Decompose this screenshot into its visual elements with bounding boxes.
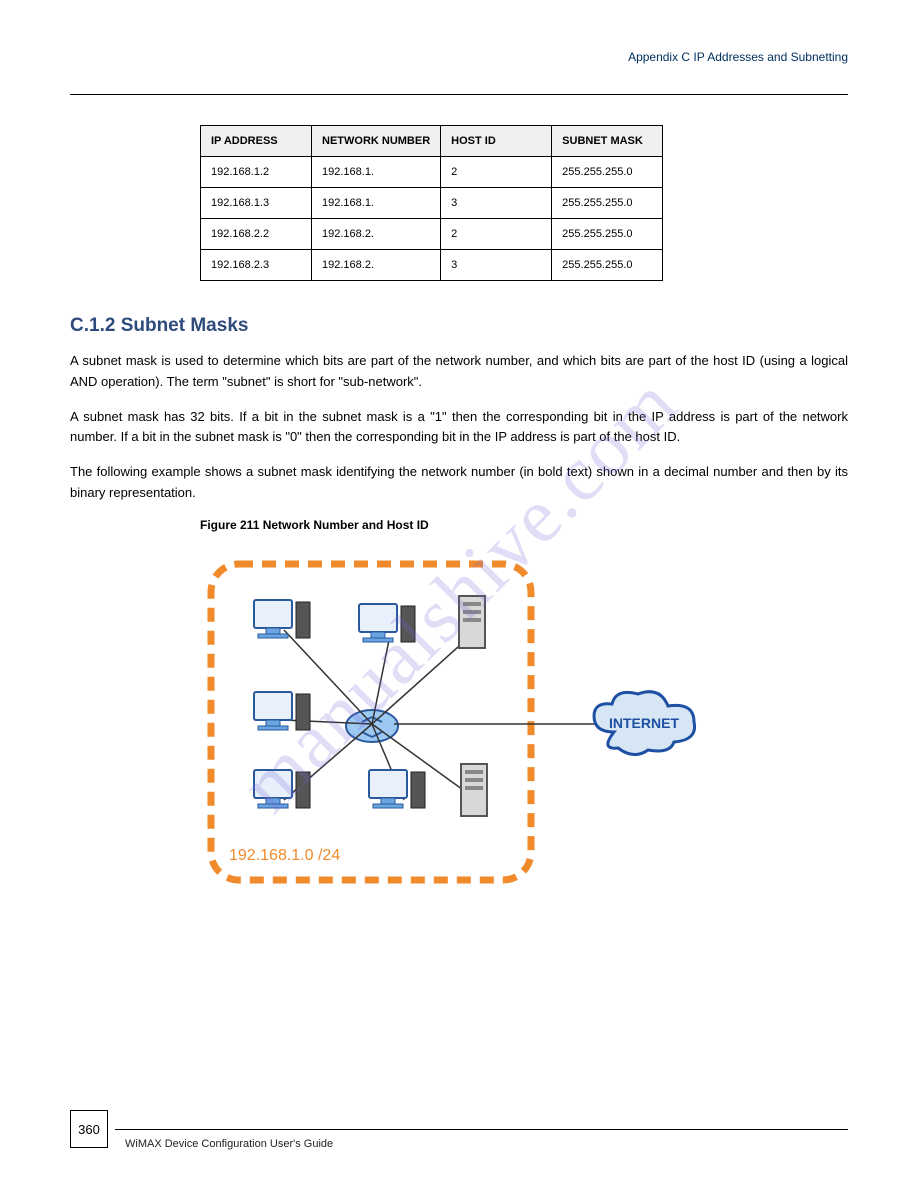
server-icon bbox=[459, 596, 485, 648]
cell: 2 bbox=[441, 219, 552, 250]
figure-caption: Figure 211 Network Number and Host ID bbox=[200, 518, 848, 532]
cell: 3 bbox=[441, 250, 552, 281]
cell: 3 bbox=[441, 188, 552, 219]
cell: 192.168.1.2 bbox=[201, 157, 312, 188]
computer-icon bbox=[254, 600, 310, 638]
cell: 192.168.1. bbox=[312, 188, 441, 219]
server-icon bbox=[461, 764, 487, 816]
computer-icon bbox=[369, 770, 425, 808]
cell: 192.168.2.3 bbox=[201, 250, 312, 281]
subnet-label: 192.168.1.0 /24 bbox=[229, 847, 340, 864]
page-header: Appendix C IP Addresses and Subnetting bbox=[70, 50, 848, 64]
table-row: 192.168.1.3 192.168.1. 3 255.255.255.0 bbox=[201, 188, 663, 219]
cell: 255.255.255.0 bbox=[552, 188, 663, 219]
page-number: 360 bbox=[70, 1110, 108, 1148]
table-row: 192.168.2.3 192.168.2. 3 255.255.255.0 bbox=[201, 250, 663, 281]
cloud-label: INTERNET bbox=[609, 715, 679, 731]
paragraph: A subnet mask has 32 bits. If a bit in t… bbox=[70, 407, 848, 449]
cell: 2 bbox=[441, 157, 552, 188]
table-row: 192.168.1.2 192.168.1. 2 255.255.255.0 bbox=[201, 157, 663, 188]
computer-icon bbox=[254, 770, 310, 808]
cell: 192.168.1.3 bbox=[201, 188, 312, 219]
th-ip: IP ADDRESS bbox=[201, 126, 312, 157]
table-row: 192.168.2.2 192.168.2. 2 255.255.255.0 bbox=[201, 219, 663, 250]
cell: 255.255.255.0 bbox=[552, 157, 663, 188]
cell: 192.168.2. bbox=[312, 219, 441, 250]
network-lines bbox=[284, 630, 619, 800]
computer-icon bbox=[254, 692, 310, 730]
cell: 192.168.1. bbox=[312, 157, 441, 188]
table-header-row: IP ADDRESS NETWORK NUMBER HOST ID SUBNET… bbox=[201, 126, 663, 157]
paragraph: The following example shows a subnet mas… bbox=[70, 462, 848, 504]
ip-table: IP ADDRESS NETWORK NUMBER HOST ID SUBNET… bbox=[200, 125, 663, 281]
th-mask: SUBNET MASK bbox=[552, 126, 663, 157]
cell: 255.255.255.0 bbox=[552, 250, 663, 281]
internet-cloud: INTERNET bbox=[594, 691, 695, 754]
cell: 192.168.2. bbox=[312, 250, 441, 281]
paragraph: A subnet mask is used to determine which… bbox=[70, 351, 848, 393]
footer-rule bbox=[115, 1129, 848, 1130]
cell: 192.168.2.2 bbox=[201, 219, 312, 250]
cell: 255.255.255.0 bbox=[552, 219, 663, 250]
section-title: C.1.2 Subnet Masks bbox=[70, 315, 848, 337]
computer-icon bbox=[359, 604, 415, 642]
th-network: NETWORK NUMBER bbox=[312, 126, 441, 157]
th-host: HOST ID bbox=[441, 126, 552, 157]
footer-manual-title: WiMAX Device Configuration User's Guide bbox=[125, 1138, 333, 1150]
figure-diagram: INTERNET 192.168.1.0 /24 bbox=[70, 552, 848, 897]
header-rule bbox=[70, 94, 848, 95]
